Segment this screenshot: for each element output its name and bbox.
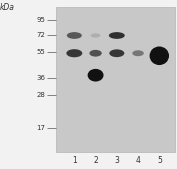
Text: kDa: kDa [0,3,15,11]
Ellipse shape [132,50,144,56]
Ellipse shape [89,50,102,57]
Ellipse shape [109,32,125,39]
Ellipse shape [109,49,124,57]
Text: 72: 72 [36,32,45,39]
Ellipse shape [67,32,82,39]
Ellipse shape [91,33,101,38]
Ellipse shape [88,69,104,82]
Ellipse shape [66,49,82,57]
Ellipse shape [150,46,169,65]
Text: 36: 36 [36,75,45,81]
Text: 95: 95 [36,17,45,23]
Text: 1: 1 [72,156,77,165]
Text: 17: 17 [36,125,45,131]
Text: 5: 5 [157,156,162,165]
Text: 3: 3 [114,156,119,165]
Text: 55: 55 [36,49,45,55]
Text: 4: 4 [136,156,141,165]
Text: 2: 2 [93,156,98,165]
Text: 28: 28 [36,92,45,98]
Bar [56,7,175,152]
